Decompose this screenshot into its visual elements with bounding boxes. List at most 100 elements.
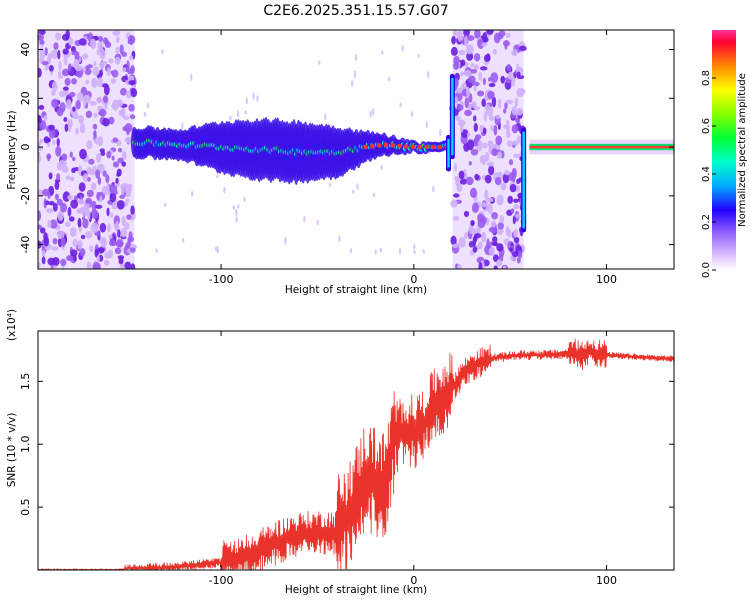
- noise-blob: [453, 30, 457, 38]
- noise-blob: [70, 199, 79, 209]
- noise-blob: [82, 216, 86, 221]
- x-tick-label: -100: [209, 574, 234, 587]
- noise-blob: [38, 146, 44, 152]
- noise-blob: [118, 257, 124, 265]
- noise-blob: [114, 56, 121, 65]
- faint-speckle: [387, 76, 391, 82]
- faint-speckle: [190, 73, 193, 82]
- faint-speckle: [164, 202, 167, 207]
- noise-blob: [130, 205, 135, 215]
- noise-blob: [63, 54, 68, 66]
- faint-speckle: [161, 49, 164, 55]
- noise-blob: [502, 108, 507, 114]
- noise-blob: [73, 254, 77, 262]
- faint-speckle: [235, 208, 238, 217]
- noise-blob: [468, 161, 472, 166]
- noise-blob: [108, 234, 113, 239]
- noise-blob: [96, 191, 100, 201]
- noise-blob: [506, 140, 514, 147]
- noise-blob: [129, 247, 136, 253]
- noise-blob: [473, 115, 477, 122]
- noise-blob: [38, 142, 41, 147]
- noise-blob: [87, 176, 91, 182]
- noise-blob: [103, 95, 109, 104]
- noise-blob: [118, 109, 126, 117]
- noise-blob: [120, 87, 127, 96]
- noise-blob: [48, 172, 53, 180]
- noise-blob: [481, 42, 488, 47]
- spectrogram-plot-area: [38, 30, 674, 269]
- noise-blob: [80, 234, 86, 240]
- noise-blob: [107, 249, 114, 258]
- colorbar-tick-label: 0.2: [701, 214, 712, 230]
- noise-blob: [464, 232, 468, 240]
- noise-blob: [474, 134, 482, 140]
- noise-blob: [492, 241, 498, 247]
- ridge-peak: [397, 143, 402, 149]
- noise-blob: [62, 48, 69, 55]
- noise-blob: [123, 222, 130, 230]
- noise-blob: [97, 110, 105, 116]
- snr-y-ticks: 0.5 1.0 1.5: [19, 373, 674, 516]
- faint-speckle: [417, 53, 420, 58]
- colorbar-tick-label: 0.4: [701, 166, 712, 182]
- faint-speckle: [223, 186, 226, 194]
- noise-blob: [477, 241, 483, 250]
- noise-blob: [52, 139, 56, 146]
- noise-blob: [478, 262, 483, 269]
- noise-blob: [67, 194, 74, 201]
- noise-blob: [484, 103, 491, 111]
- noise-blob: [126, 60, 130, 72]
- noise-blob: [450, 235, 457, 246]
- noise-blob: [124, 261, 132, 269]
- noise-blob: [69, 91, 76, 98]
- noise-blob: [514, 97, 519, 108]
- noise-blob: [490, 220, 496, 228]
- noise-blob: [79, 148, 87, 160]
- noise-blob: [65, 98, 72, 110]
- noise-blob: [477, 140, 483, 147]
- noise-blob: [481, 98, 486, 107]
- noise-blob: [61, 165, 69, 173]
- noise-blob: [472, 236, 477, 247]
- noise-blob: [451, 35, 456, 45]
- noise-blob: [496, 259, 503, 267]
- faint-speckle: [356, 182, 359, 191]
- noise-blob: [502, 173, 510, 184]
- figure-title: C2E6.2025.351.15.57.G07: [263, 3, 448, 19]
- colorbar-tick-label: 0.6: [701, 118, 712, 134]
- noise-blob: [126, 214, 132, 220]
- colorbar-label: Normalized spectral amplitude: [737, 73, 748, 227]
- faint-speckle: [401, 45, 404, 52]
- noise-blob: [51, 89, 56, 96]
- noise-blob: [497, 151, 503, 160]
- ridge-peak: [410, 144, 416, 150]
- noise-blob: [484, 174, 492, 184]
- noise-blob: [121, 161, 126, 167]
- noise-blob: [508, 159, 514, 166]
- noise-blob: [479, 154, 487, 165]
- noise-blob: [121, 215, 126, 226]
- noise-blob: [497, 200, 502, 206]
- noise-blob: [129, 114, 136, 120]
- noise-blob: [116, 199, 125, 210]
- noise-blob: [471, 81, 480, 87]
- faint-speckle: [143, 111, 147, 117]
- noise-blob: [94, 137, 102, 145]
- noise-blob: [89, 245, 94, 253]
- noise-blob: [466, 51, 474, 61]
- noise-blob: [457, 30, 463, 42]
- noise-blob: [119, 263, 126, 269]
- noise-blob: [513, 203, 520, 210]
- noise-blob: [104, 41, 112, 48]
- noise-blob: [453, 163, 458, 172]
- noise-blob: [115, 177, 119, 184]
- x-tick-label: 100: [596, 574, 617, 587]
- noise-blob: [506, 131, 511, 138]
- y-tick-label: -20: [19, 187, 32, 205]
- noise-blob: [130, 263, 136, 269]
- faint-speckle: [216, 245, 219, 254]
- noise-blob: [39, 40, 45, 45]
- noise-blob: [82, 53, 89, 60]
- noise-blob: [470, 62, 475, 68]
